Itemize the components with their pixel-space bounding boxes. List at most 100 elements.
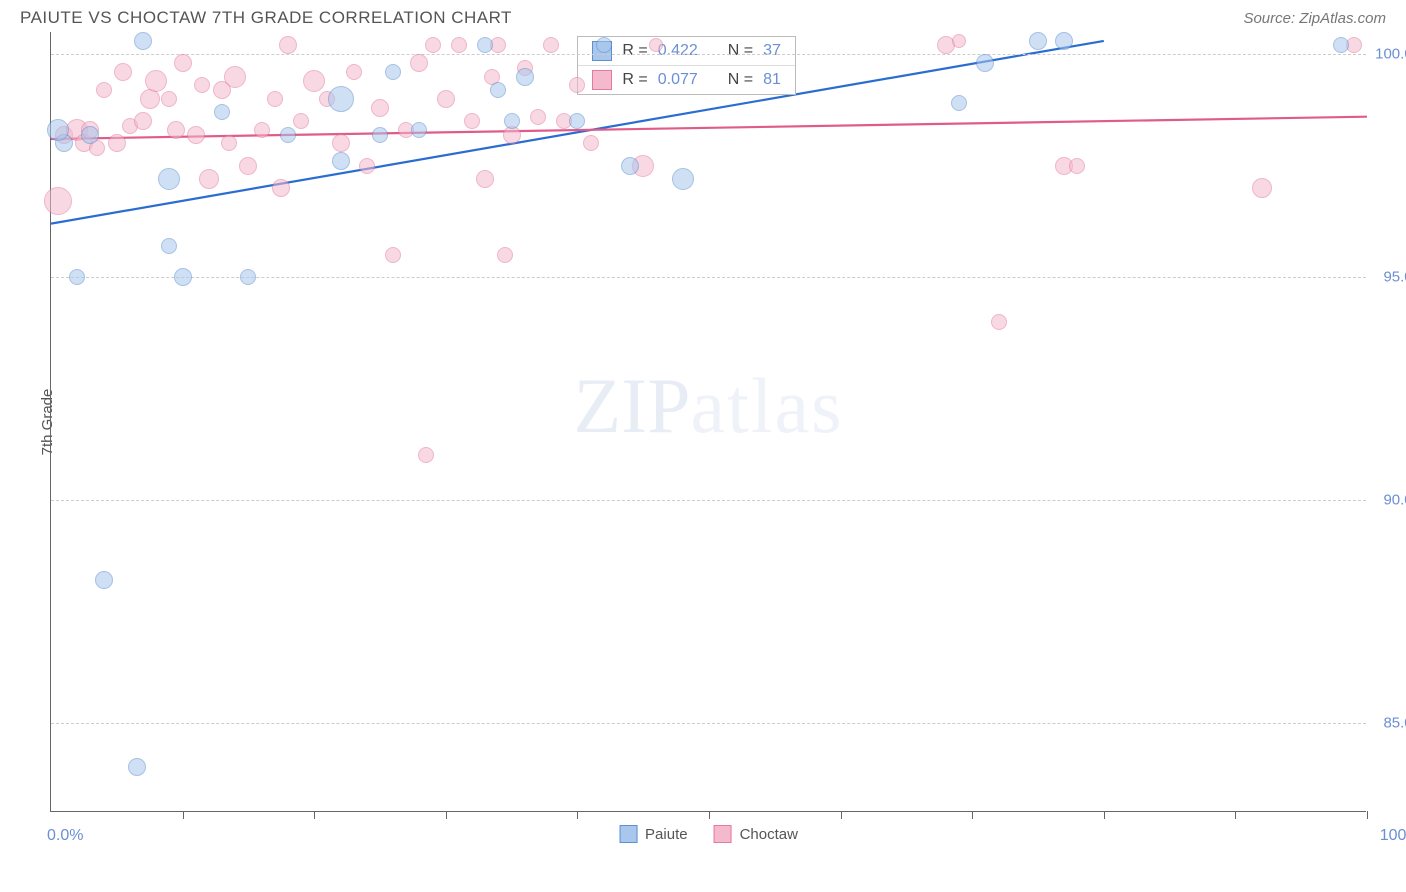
data-point [583,135,599,151]
x-axis-max-label: 100.0% [1380,827,1406,845]
data-point [239,157,257,175]
data-point [951,95,967,111]
correlation-swatch-icon [592,70,612,90]
data-point [81,126,99,144]
data-point [280,127,296,143]
data-point [194,77,210,93]
data-point [44,187,72,215]
data-point [221,135,237,151]
gridline [51,723,1366,724]
x-tick [1367,811,1368,819]
data-point [1055,32,1073,50]
data-point [418,447,434,463]
x-tick [183,811,184,819]
x-tick [446,811,447,819]
data-point [530,109,546,125]
r-label: R = [622,71,647,89]
data-point [1069,158,1085,174]
data-point [569,113,585,129]
n-label: N = [728,42,753,60]
data-point [497,247,513,263]
x-tick [577,811,578,819]
data-point [976,54,994,72]
data-point [332,134,350,152]
x-tick [709,811,710,819]
data-point [477,37,493,53]
n-label: N = [728,71,753,89]
data-point [411,122,427,138]
data-point [108,134,126,152]
data-point [516,68,534,86]
data-point [167,121,185,139]
data-point [504,113,520,129]
r-label: R = [622,42,647,60]
n-value: 37 [763,42,781,60]
data-point [96,82,112,98]
y-tick-label: 95.0% [1383,269,1406,286]
legend-label: Paiute [645,826,688,843]
data-point [425,37,441,53]
x-axis-min-label: 0.0% [47,827,83,845]
watermark-light: atlas [691,362,844,449]
gridline [51,54,1366,55]
y-tick-label: 100.0% [1375,46,1406,63]
y-tick-label: 85.0% [1383,714,1406,731]
data-point [346,64,362,80]
legend-item: Paiute [619,825,688,843]
data-point [134,112,152,130]
gridline [51,500,1366,501]
trend-lines [51,32,1367,812]
data-point [187,126,205,144]
data-point [437,90,455,108]
legend-bottom: Paiute Choctaw [619,825,798,843]
data-point [47,119,69,141]
data-point [451,37,467,53]
data-point [621,157,639,175]
data-point [359,158,375,174]
data-point [385,64,401,80]
data-point [543,37,559,53]
x-tick [1235,811,1236,819]
x-tick [841,811,842,819]
data-point [161,91,177,107]
data-point [672,168,694,190]
data-point [272,179,290,197]
legend-item: Choctaw [714,825,798,843]
data-point [174,268,192,286]
data-point [1252,178,1272,198]
data-point [490,82,506,98]
data-point [596,37,612,53]
data-point [1029,32,1047,50]
data-point [410,54,428,72]
watermark-bold: ZIP [574,362,691,449]
data-point [161,238,177,254]
legend-swatch-icon [714,825,732,843]
data-point [95,571,113,589]
data-point [372,127,388,143]
data-point [952,34,966,48]
data-point [240,269,256,285]
data-point [134,32,152,50]
data-point [991,314,1007,330]
data-point [128,758,146,776]
data-point [267,91,283,107]
legend-label: Choctaw [740,826,798,843]
data-point [293,113,309,129]
data-point [476,170,494,188]
r-value: 0.422 [658,42,698,60]
data-point [214,104,230,120]
r-value: 0.077 [658,71,698,89]
y-tick-label: 90.0% [1383,492,1406,509]
data-point [649,38,663,52]
n-value: 81 [763,71,781,89]
data-point [199,169,219,189]
legend-swatch-icon [619,825,637,843]
plot-area: ZIPatlas R = 0.422 N = 37 R = 0.077 N = … [50,32,1366,812]
chart-title: PAIUTE VS CHOCTAW 7TH GRADE CORRELATION … [20,8,512,28]
watermark: ZIPatlas [574,361,844,451]
data-point [328,86,354,112]
data-point [224,66,246,88]
x-tick [1104,811,1105,819]
data-point [69,269,85,285]
data-point [371,99,389,117]
